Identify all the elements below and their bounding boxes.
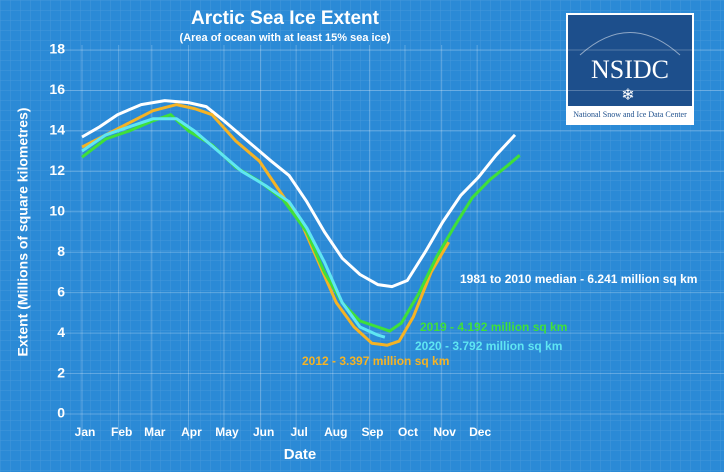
y-tick-label: 16 [49, 81, 65, 97]
x-tick-label: Jan [75, 425, 96, 439]
x-tick-label: Dec [469, 425, 491, 439]
chart-title: Arctic Sea Ice Extent [191, 8, 380, 29]
x-tick-label: Feb [111, 425, 132, 439]
series-line [81, 113, 521, 333]
y-tick-label: 6 [57, 283, 65, 299]
logo-arc [579, 32, 681, 56]
x-tick-label: Aug [324, 425, 347, 439]
x-tick-label: Sep [361, 425, 383, 439]
series-label: 2012 - 3.397 million sq km [302, 354, 449, 368]
series-line [81, 103, 450, 347]
logo: NSIDC ❄ National Snow and Ice Data Cente… [566, 13, 694, 125]
logo-name: NSIDC [591, 55, 669, 84]
y-tick-label: 12 [49, 162, 65, 178]
series-line [81, 117, 386, 339]
x-tick-label: Jul [290, 425, 307, 439]
y-tick-label: 14 [49, 122, 65, 138]
logo-caption: National Snow and Ice Data Center [573, 110, 687, 119]
y-tick-label: 18 [49, 41, 65, 57]
x-tick-label: Apr [181, 425, 202, 439]
series-label: 1981 to 2010 median - 6.241 million sq k… [460, 272, 697, 286]
x-tick-label: Nov [433, 425, 456, 439]
x-tick-label: Jun [253, 425, 274, 439]
y-tick-label: 0 [57, 405, 65, 421]
x-axis-label: Date [284, 446, 317, 463]
y-tick-label: 8 [57, 243, 65, 259]
x-tick-label: Oct [398, 425, 418, 439]
chart-subtitle: (Area of ocean with at least 15% sea ice… [180, 32, 391, 44]
series-label: 2020 - 3.792 million sq km [415, 339, 562, 353]
series-label: 2019 - 4.192 million sq km [420, 320, 567, 334]
x-tick-label: May [215, 425, 239, 439]
y-tick-label: 4 [57, 324, 65, 340]
x-tick-label: Mar [144, 425, 166, 439]
y-axis-label: Extent (Millions of square kilometres) [15, 108, 31, 357]
logo-caption-band [568, 106, 692, 123]
logo-snowflake: ❄ [621, 87, 634, 104]
y-tick-label: 2 [57, 364, 65, 380]
series-line [81, 99, 517, 289]
y-tick-label: 10 [49, 202, 65, 218]
